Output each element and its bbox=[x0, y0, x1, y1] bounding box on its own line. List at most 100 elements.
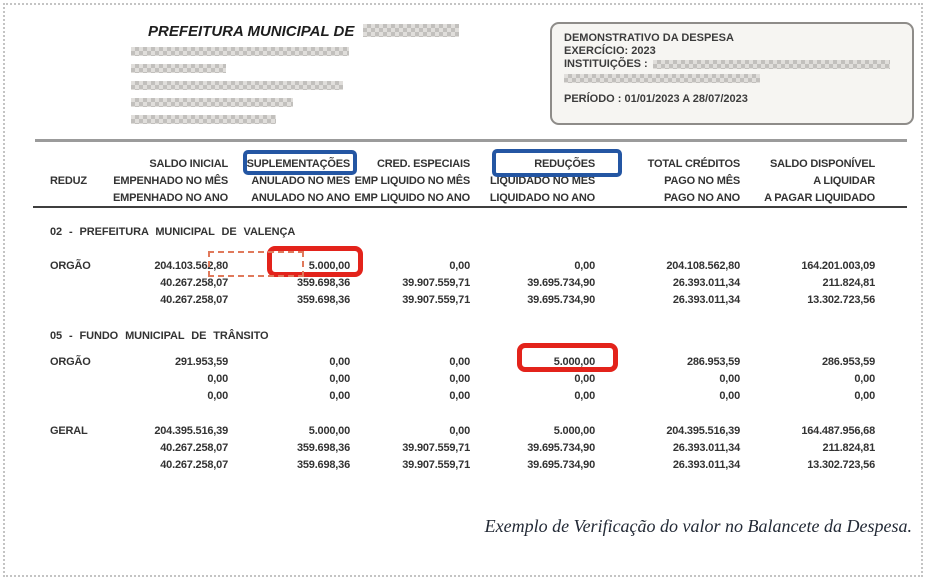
data-cell: 39.907.559,71 bbox=[402, 442, 470, 454]
report-info-box: DEMONSTRATIVO DA DESPESA EXERCÍCIO: 2023… bbox=[550, 22, 914, 125]
figure-caption: Exemplo de Verificação do valor no Balan… bbox=[484, 516, 912, 536]
data-cell: 0,00 bbox=[329, 356, 350, 368]
header-cell: ANULADO NO MES bbox=[251, 175, 350, 187]
data-cell: 211.824,81 bbox=[822, 442, 876, 454]
row-label bbox=[35, 388, 110, 405]
header-cell: ANULADO NO ANO bbox=[251, 192, 350, 204]
institutions-label: INSTITUIÇÕES : bbox=[564, 58, 648, 70]
data-cell: 0,00 bbox=[207, 390, 228, 402]
highlight-box-5000-suplementacao bbox=[267, 246, 363, 277]
redacted-institutions-continued bbox=[564, 74, 760, 83]
data-cell: 26.393.011,34 bbox=[672, 294, 740, 306]
table-row-group-orgao-05: ORGÃO 291.953,59 0,00 0,00 5.000,00 286.953,5… bbox=[35, 354, 875, 405]
data-cell: 26.393.011,34 bbox=[672, 459, 740, 471]
exercise-year: EXERCÍCIO: 2023 bbox=[564, 45, 656, 57]
data-cell: 286.953,59 bbox=[686, 356, 740, 368]
data-cell: 39.695.734,90 bbox=[527, 459, 595, 471]
data-cell: 204.395.516,39 bbox=[666, 425, 740, 437]
row-label bbox=[35, 275, 110, 292]
row-label bbox=[35, 371, 110, 388]
data-cell: 291.953,59 bbox=[174, 356, 228, 368]
row-label bbox=[35, 440, 110, 457]
report-title: DEMONSTRATIVO DA DESPESA bbox=[564, 32, 734, 44]
dashed-highlight-saldo-to-suplementacao bbox=[208, 251, 304, 277]
municipality-title-text: PREFEITURA MUNICIPAL DE bbox=[148, 23, 355, 40]
data-cell: 0,00 bbox=[574, 260, 595, 272]
table-header: SALDO INICIAL SUPLEMENTAÇÕES CRED. ESPECIA… bbox=[35, 156, 875, 207]
table-header-underline bbox=[33, 206, 907, 208]
data-cell: 0,00 bbox=[449, 356, 470, 368]
row-label bbox=[35, 292, 110, 309]
data-cell: 164.201.003,09 bbox=[801, 260, 875, 272]
highlight-box-suplementacoes bbox=[243, 150, 357, 175]
row-label: ORGÃO bbox=[50, 260, 91, 272]
header-cell: REDUÇÕES bbox=[534, 158, 595, 170]
data-cell: 0,00 bbox=[574, 373, 595, 385]
redacted-institutions bbox=[652, 60, 890, 69]
redacted-address-line bbox=[131, 64, 226, 73]
header-cell: SUPLEMENTAÇÕES bbox=[246, 158, 351, 170]
data-cell: 0,00 bbox=[449, 390, 470, 402]
row-label: ORGÃO bbox=[50, 356, 91, 368]
data-cell: 39.695.734,90 bbox=[527, 277, 595, 289]
header-cell: TOTAL CRÉDITOS bbox=[647, 158, 741, 170]
period-line: PERÍODO : 01/01/2023 A 28/07/2023 bbox=[564, 93, 748, 105]
header-cell: LIQUIDADO NO MES bbox=[490, 175, 595, 187]
row-label: GERAL bbox=[50, 425, 88, 437]
data-cell: 13.302.723,56 bbox=[807, 459, 875, 471]
data-cell: 26.393.011,34 bbox=[672, 442, 740, 454]
data-cell: 0,00 bbox=[854, 390, 875, 402]
data-cell: 0,00 bbox=[449, 425, 470, 437]
data-cell: 40.267.258,07 bbox=[160, 459, 228, 471]
table-row-group-orgao-02: ORGÃO 204.103.562,80 5.000,00 0,00 0,00 204.1… bbox=[35, 258, 875, 309]
redacted-address-line bbox=[131, 81, 343, 90]
table-row-group-geral: GERAL 204.395.516,39 5.000,00 0,00 5.000,00 2… bbox=[35, 423, 875, 474]
data-cell: 204.395.516,39 bbox=[154, 425, 228, 437]
header-cell-reduz: REDUZ bbox=[50, 175, 87, 187]
data-cell: 0,00 bbox=[329, 390, 350, 402]
data-cell: 359.698,36 bbox=[296, 277, 350, 289]
data-cell: 164.487.956,68 bbox=[801, 425, 875, 437]
data-cell: 40.267.258,07 bbox=[160, 277, 228, 289]
data-cell: 39.907.559,71 bbox=[402, 294, 470, 306]
letterhead-title: PREFEITURA MUNICIPAL DE bbox=[148, 23, 460, 40]
header-cell-reduz bbox=[35, 156, 110, 173]
data-cell: 0,00 bbox=[574, 390, 595, 402]
header-cell: EMP LIQUIDO NO MÊS bbox=[354, 175, 471, 187]
data-cell: 204.108.562,80 bbox=[666, 260, 740, 272]
data-cell: 5.000,00 bbox=[553, 356, 595, 368]
redacted-municipality-name bbox=[363, 24, 460, 37]
data-cell: 39.695.734,90 bbox=[527, 442, 595, 454]
header-cell: EMPENHADO NO ANO bbox=[113, 192, 228, 204]
header-cell-reduz bbox=[35, 190, 110, 207]
header-cell: EMPENHADO NO MÊS bbox=[113, 175, 228, 187]
data-cell: 0,00 bbox=[207, 373, 228, 385]
data-cell: 5.000,00 bbox=[553, 425, 595, 437]
redacted-website-line bbox=[131, 115, 276, 124]
header-cell: PAGO NO MÊS bbox=[664, 175, 740, 187]
data-cell: 5.000,00 bbox=[308, 425, 350, 437]
data-cell: 0,00 bbox=[854, 373, 875, 385]
data-cell: 359.698,36 bbox=[296, 294, 350, 306]
highlight-box-reducoes bbox=[492, 149, 622, 177]
redacted-email-line bbox=[131, 98, 293, 107]
data-cell: 0,00 bbox=[449, 373, 470, 385]
institutions-line: INSTITUIÇÕES : bbox=[564, 58, 900, 71]
header-cell: A PAGAR LIQUIDADO bbox=[764, 192, 875, 204]
header-cell: SALDO INICIAL bbox=[149, 158, 228, 170]
header-cell: SALDO DISPONÍVEL bbox=[770, 158, 875, 170]
header-cell: PAGO NO ANO bbox=[663, 192, 740, 204]
data-cell: 359.698,36 bbox=[296, 459, 350, 471]
section-title-02: 02 - PREFEITURA MUNICIPAL DE VALENÇA bbox=[50, 226, 296, 238]
data-cell: 40.267.258,07 bbox=[160, 442, 228, 454]
data-cell: 0,00 bbox=[329, 373, 350, 385]
header-cell: LIQUIDADO NO ANO bbox=[489, 192, 595, 204]
data-cell: 211.824,81 bbox=[822, 277, 876, 289]
header-cell: EMP LIQUIDO NO ANO bbox=[354, 192, 470, 204]
redacted-address-line bbox=[131, 47, 349, 56]
header-cell: A LIQUIDAR bbox=[813, 175, 875, 187]
data-cell: 39.695.734,90 bbox=[527, 294, 595, 306]
row-label bbox=[35, 457, 110, 474]
data-cell: 0,00 bbox=[719, 373, 740, 385]
header-cell: CRED. ESPECIAIS bbox=[377, 158, 470, 170]
